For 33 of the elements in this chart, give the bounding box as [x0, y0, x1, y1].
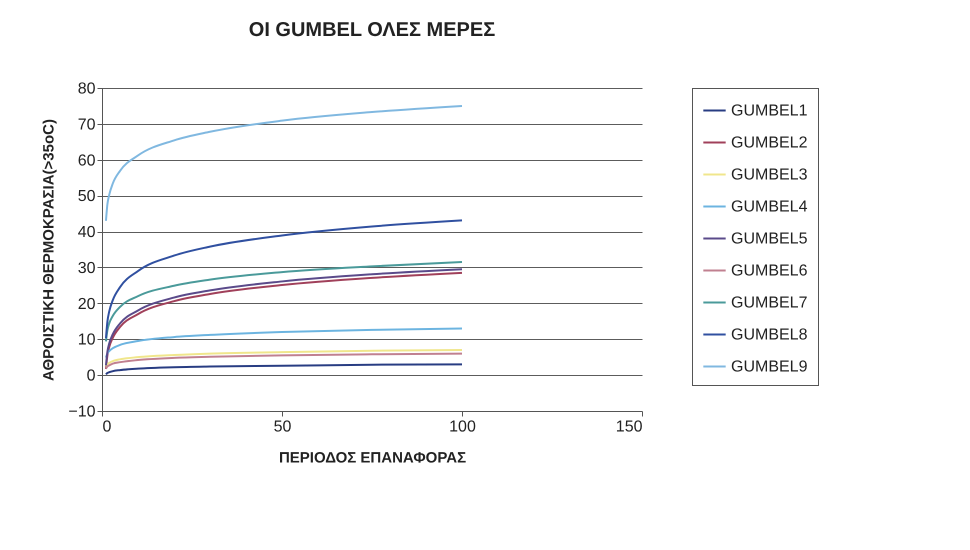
legend-label: GUMBEL1 [731, 102, 808, 120]
y-tick-label: 30 [78, 260, 96, 277]
y-tick-label: 60 [78, 152, 96, 170]
y-tick-label: 20 [78, 296, 96, 313]
legend-label: GUMBEL6 [731, 262, 808, 280]
y-tick-label: 0 [86, 368, 96, 385]
line-series [104, 327, 463, 359]
y-axis-title: ΑΘΡΟΙΣΤΙΚΗ ΘΕΡΜΟΚΡΑΣΙΑ(>35oC) [40, 119, 58, 381]
legend-label: GUMBEL9 [731, 358, 808, 376]
y-tick-label: 80 [78, 80, 96, 98]
x-tick-label: 50 [274, 418, 292, 436]
legend-label: GUMBEL2 [731, 134, 808, 152]
line-series [104, 348, 463, 368]
line-series [104, 261, 463, 342]
line-series [104, 219, 463, 340]
legend-label: GUMBEL7 [731, 294, 808, 312]
x-tick-label: 150 [616, 418, 643, 436]
legend-label: GUMBEL8 [731, 326, 808, 344]
x-tick-label: 0 [102, 418, 112, 436]
y-tick-label: −10 [68, 404, 96, 420]
line-series [104, 352, 463, 370]
y-tick-label: 70 [78, 116, 96, 134]
chart-title: ΟΙ GUMBEL ΟΛΕΣ ΜΕΡΕΣ [248, 19, 496, 41]
y-tick-label: 50 [78, 188, 96, 206]
line-series [104, 104, 463, 222]
x-axis-title: ΠΕΡΙΟΔΟΣ ΕΠΑΝΑΦΟΡΑΣ [278, 450, 466, 466]
legend-label: GUMBEL5 [731, 230, 808, 248]
y-tick-label: 40 [78, 224, 96, 242]
x-tick-label: 100 [449, 418, 476, 436]
legend-label: GUMBEL4 [731, 198, 808, 216]
y-tick-label: 10 [78, 332, 96, 349]
line-series [104, 363, 463, 376]
legend-label: GUMBEL3 [731, 166, 808, 184]
